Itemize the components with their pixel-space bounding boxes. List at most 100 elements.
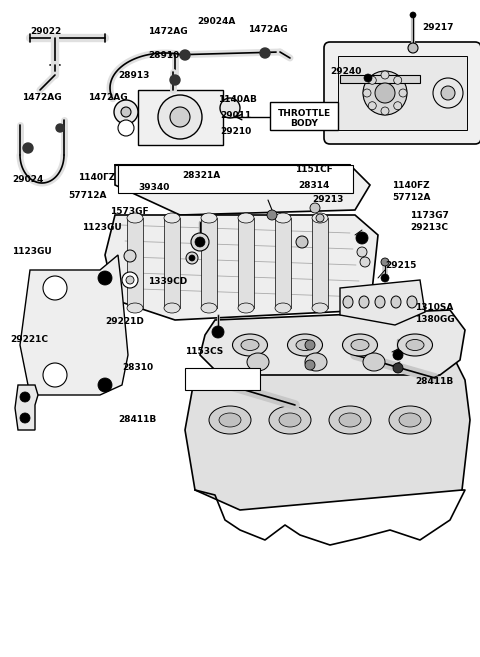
- Circle shape: [195, 237, 205, 247]
- Circle shape: [114, 100, 138, 124]
- Text: 28321A: 28321A: [182, 171, 220, 179]
- Ellipse shape: [232, 334, 267, 356]
- Text: 28314: 28314: [298, 181, 329, 189]
- Circle shape: [316, 214, 324, 222]
- Circle shape: [267, 210, 277, 220]
- Text: 29213: 29213: [312, 196, 343, 204]
- Circle shape: [260, 48, 270, 58]
- Text: 1140ΓZ: 1140ΓZ: [78, 173, 115, 183]
- Polygon shape: [115, 165, 370, 215]
- Polygon shape: [200, 310, 465, 375]
- Circle shape: [305, 340, 315, 350]
- Ellipse shape: [201, 303, 217, 313]
- Circle shape: [43, 276, 67, 300]
- Circle shape: [381, 274, 389, 282]
- Circle shape: [122, 272, 138, 288]
- Ellipse shape: [201, 213, 217, 223]
- Text: 29024: 29024: [12, 175, 43, 185]
- Text: BODY: BODY: [290, 120, 318, 129]
- Circle shape: [364, 74, 372, 82]
- Circle shape: [399, 89, 407, 97]
- Circle shape: [56, 124, 64, 132]
- Circle shape: [394, 76, 402, 84]
- Ellipse shape: [238, 213, 254, 223]
- Text: 28310: 28310: [122, 363, 153, 373]
- Circle shape: [368, 76, 376, 84]
- Text: 28411B: 28411B: [118, 415, 156, 424]
- Circle shape: [20, 392, 30, 402]
- Ellipse shape: [305, 353, 327, 371]
- Polygon shape: [340, 280, 425, 325]
- Circle shape: [360, 257, 370, 267]
- Ellipse shape: [164, 303, 180, 313]
- Ellipse shape: [164, 213, 180, 223]
- Ellipse shape: [397, 334, 432, 356]
- Circle shape: [410, 12, 416, 18]
- Bar: [118, 165, 353, 193]
- Circle shape: [356, 232, 368, 244]
- Text: 1153CS: 1153CS: [185, 348, 223, 357]
- Circle shape: [375, 83, 395, 103]
- Text: 29024A: 29024A: [197, 18, 235, 26]
- Circle shape: [305, 360, 315, 370]
- Text: 39340: 39340: [138, 183, 169, 193]
- Circle shape: [357, 247, 367, 257]
- Circle shape: [158, 95, 202, 139]
- Ellipse shape: [296, 340, 314, 350]
- Text: 1573GF: 1573GF: [110, 208, 149, 217]
- Ellipse shape: [312, 303, 328, 313]
- Circle shape: [296, 236, 308, 248]
- Text: 29213C: 29213C: [410, 223, 448, 233]
- Circle shape: [441, 86, 455, 100]
- Bar: [340, 75, 420, 83]
- Ellipse shape: [391, 296, 401, 308]
- Text: THROTTLE: THROTTLE: [277, 108, 331, 118]
- Text: 1123GU: 1123GU: [12, 248, 52, 256]
- Circle shape: [393, 363, 403, 373]
- Text: 28913: 28913: [118, 70, 149, 79]
- Polygon shape: [275, 218, 291, 308]
- Circle shape: [363, 71, 407, 115]
- Text: 57712A: 57712A: [68, 191, 107, 200]
- Ellipse shape: [399, 413, 421, 427]
- Ellipse shape: [219, 413, 241, 427]
- Circle shape: [180, 50, 190, 60]
- Polygon shape: [20, 255, 128, 395]
- Ellipse shape: [406, 340, 424, 350]
- Ellipse shape: [241, 340, 259, 350]
- Polygon shape: [185, 360, 470, 510]
- Text: 29240: 29240: [330, 68, 361, 76]
- Text: 29221D: 29221D: [105, 317, 144, 327]
- Ellipse shape: [247, 353, 269, 371]
- Circle shape: [170, 107, 190, 127]
- Text: 1140FZ: 1140FZ: [392, 181, 430, 189]
- Circle shape: [43, 363, 67, 387]
- Circle shape: [310, 203, 320, 213]
- Text: 1173G7: 1173G7: [410, 210, 449, 219]
- Text: 1123GU: 1123GU: [82, 223, 122, 233]
- Ellipse shape: [363, 353, 385, 371]
- Ellipse shape: [389, 406, 431, 434]
- Ellipse shape: [275, 213, 291, 223]
- Polygon shape: [164, 218, 180, 308]
- Polygon shape: [138, 90, 223, 145]
- Text: 1472AG: 1472AG: [248, 26, 288, 35]
- Ellipse shape: [279, 413, 301, 427]
- Ellipse shape: [343, 296, 353, 308]
- Circle shape: [124, 250, 136, 262]
- Circle shape: [363, 89, 371, 97]
- Ellipse shape: [407, 296, 417, 308]
- Circle shape: [98, 271, 112, 285]
- Bar: [270, 102, 338, 130]
- Circle shape: [393, 350, 403, 360]
- Text: 1472AG: 1472AG: [88, 93, 128, 102]
- Ellipse shape: [209, 406, 251, 434]
- Text: 29011: 29011: [220, 110, 251, 120]
- Ellipse shape: [127, 303, 143, 313]
- Circle shape: [408, 43, 418, 53]
- Polygon shape: [238, 218, 254, 308]
- Circle shape: [394, 102, 402, 110]
- Circle shape: [433, 78, 463, 108]
- Text: 1310SA: 1310SA: [415, 304, 454, 313]
- Circle shape: [381, 107, 389, 115]
